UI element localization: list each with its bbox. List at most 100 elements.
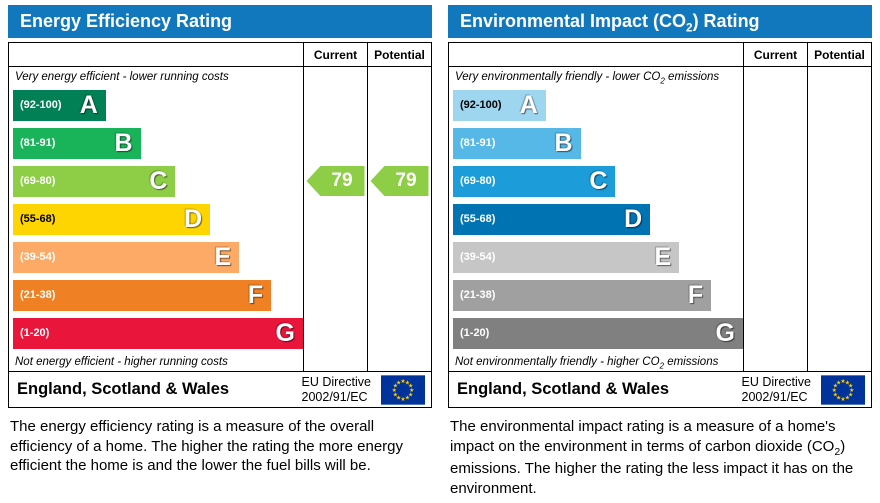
co2-rating-chart: Current Potential Very environmentally f… bbox=[448, 42, 872, 372]
column-header-row: Current Potential bbox=[449, 43, 871, 67]
energy-efficiency-title: Energy Efficiency Rating bbox=[8, 5, 432, 38]
potential-value-cell bbox=[807, 162, 871, 200]
chart-footer: England, Scotland & Wales EU Directive 2… bbox=[8, 371, 432, 408]
band-range-label: (39-54) bbox=[20, 251, 56, 263]
band-row: (21-38) F bbox=[449, 276, 871, 314]
band-row: (92-100) A bbox=[449, 86, 871, 124]
current-value-cell bbox=[303, 86, 367, 124]
current-value-cell bbox=[303, 276, 367, 314]
band-bar-b: (81-91) B bbox=[13, 127, 141, 159]
title-text-after: ) Rating bbox=[692, 11, 760, 31]
potential-value-cell bbox=[807, 314, 871, 352]
potential-value-cell bbox=[807, 124, 871, 162]
band-letter: E bbox=[654, 242, 672, 271]
spacer-cell bbox=[9, 43, 303, 66]
band-row: (1-20) G bbox=[9, 314, 431, 352]
band-cell: (69-80) C bbox=[9, 162, 303, 200]
band-row: (39-54) E bbox=[9, 238, 431, 276]
band-cell: (81-91) B bbox=[9, 124, 303, 162]
svg-text:★: ★ bbox=[840, 378, 845, 385]
potential-value-cell bbox=[367, 124, 431, 162]
band-bar-c: (69-80) C bbox=[453, 165, 616, 197]
footer-region: England, Scotland & Wales bbox=[457, 380, 670, 398]
band-row: (92-100) A bbox=[9, 86, 431, 124]
svg-text:★: ★ bbox=[408, 382, 413, 389]
potential-rating-arrow: 79 bbox=[370, 166, 429, 196]
band-cell: (1-20) G bbox=[9, 314, 303, 352]
band-cell: (81-91) B bbox=[449, 124, 743, 162]
svg-text:★: ★ bbox=[409, 387, 414, 394]
spacer-cell bbox=[807, 67, 871, 86]
current-value-cell bbox=[303, 238, 367, 276]
band-bar-a: (92-100) A bbox=[453, 89, 546, 121]
eu-directive-line2: 2002/91/EC bbox=[741, 389, 808, 404]
svg-text:★: ★ bbox=[849, 387, 854, 394]
band-cell: (92-100) A bbox=[449, 86, 743, 124]
top-note-row: Very environmentally friendly - lower CO… bbox=[449, 67, 871, 86]
current-value-cell bbox=[743, 276, 807, 314]
svg-text:★: ★ bbox=[393, 391, 398, 398]
band-letter: G bbox=[715, 318, 735, 347]
band-bar-f: (21-38) F bbox=[453, 279, 712, 311]
column-header-row: Current Potential bbox=[9, 43, 431, 67]
svg-text:★: ★ bbox=[405, 394, 410, 401]
current-value-cell: 79 bbox=[303, 162, 367, 200]
eu-directive-label: EU Directive 2002/91/EC bbox=[742, 375, 811, 405]
band-letter: B bbox=[554, 128, 573, 157]
current-rating-arrow: 79 bbox=[306, 166, 365, 196]
band-range-label: (21-38) bbox=[460, 289, 496, 301]
title-text: Environmental Impact (CO bbox=[460, 11, 687, 31]
band-row: (55-68) D bbox=[9, 200, 431, 238]
environmental-impact-panel: Environmental Impact (CO2) Rating Curren… bbox=[448, 5, 872, 498]
current-value-cell bbox=[743, 124, 807, 162]
description-text: The energy efficiency rating is a measur… bbox=[10, 418, 404, 474]
spacer-cell bbox=[367, 352, 431, 371]
band-bar-f: (21-38) F bbox=[13, 279, 272, 311]
potential-value-cell bbox=[367, 314, 431, 352]
potential-column-header: Potential bbox=[367, 43, 431, 66]
band-cell: (21-38) F bbox=[9, 276, 303, 314]
band-letter: E bbox=[214, 242, 232, 271]
band-range-label: (39-54) bbox=[460, 251, 496, 263]
eu-directive-line1: EU Directive bbox=[741, 374, 811, 389]
band-row: (39-54) E bbox=[449, 238, 871, 276]
band-range-label: (1-20) bbox=[460, 327, 490, 339]
svg-text:★: ★ bbox=[396, 394, 401, 401]
band-letter: B bbox=[114, 128, 133, 157]
band-cell: (55-68) D bbox=[9, 200, 303, 238]
svg-text:★: ★ bbox=[848, 382, 853, 389]
svg-text:★: ★ bbox=[836, 394, 841, 401]
potential-value-cell bbox=[367, 86, 431, 124]
svg-text:★: ★ bbox=[845, 379, 850, 386]
svg-text:★: ★ bbox=[833, 382, 838, 389]
top-note-row: Very energy efficient - lower running co… bbox=[9, 67, 431, 86]
svg-text:★: ★ bbox=[845, 394, 850, 401]
environmental-impact-title: Environmental Impact (CO2) Rating bbox=[448, 5, 872, 38]
band-range-label: (92-100) bbox=[20, 99, 62, 111]
band-bar-c: (69-80) C bbox=[13, 165, 176, 197]
band-cell: (69-80) C bbox=[449, 162, 743, 200]
band-range-label: (81-91) bbox=[460, 137, 496, 149]
band-range-label: (92-100) bbox=[460, 99, 502, 111]
top-note-text: Very environmentally friendly - lower CO bbox=[455, 71, 661, 83]
band-bar-b: (81-91) B bbox=[453, 127, 581, 159]
chart-footer: England, Scotland & Wales EU Directive 2… bbox=[448, 371, 872, 408]
band-range-label: (55-68) bbox=[460, 213, 496, 225]
svg-text:★: ★ bbox=[833, 391, 838, 398]
band-letter: D bbox=[624, 204, 643, 233]
band-bar-d: (55-68) D bbox=[453, 203, 651, 235]
band-row: (1-20) G bbox=[449, 314, 871, 352]
spacer-cell bbox=[303, 67, 367, 86]
potential-value-cell bbox=[367, 200, 431, 238]
energy-efficiency-panel: Energy Efficiency Rating Current Potenti… bbox=[8, 5, 432, 498]
potential-value-cell bbox=[807, 86, 871, 124]
potential-value-cell bbox=[807, 238, 871, 276]
svg-text:★: ★ bbox=[840, 395, 845, 402]
bottom-note-text: Not environmentally friendly - higher CO bbox=[455, 356, 660, 368]
band-bar-g: (1-20) G bbox=[453, 317, 743, 349]
description-text: The environmental impact rating is a mea… bbox=[450, 418, 836, 455]
svg-text:★: ★ bbox=[393, 382, 398, 389]
potential-value-cell bbox=[367, 238, 431, 276]
current-value-cell bbox=[743, 162, 807, 200]
